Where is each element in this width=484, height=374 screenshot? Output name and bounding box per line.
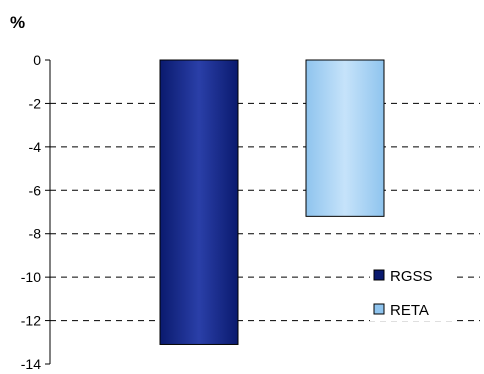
y-tick-label: -2 bbox=[29, 95, 42, 111]
legend-label-rgss: RGSS bbox=[390, 268, 433, 285]
y-tick-label: -14 bbox=[21, 356, 41, 369]
gridlines bbox=[50, 102, 480, 322]
y-axis-unit-label: % bbox=[10, 13, 25, 32]
legend-swatch-reta bbox=[373, 303, 385, 315]
y-tick-label: 0 bbox=[33, 52, 41, 68]
bar-reta bbox=[305, 59, 385, 217]
y-tick-label: -10 bbox=[21, 269, 41, 285]
bar-rgss bbox=[159, 59, 239, 345]
y-tick-label: -8 bbox=[29, 226, 42, 242]
legend-label-reta: RETA bbox=[390, 302, 429, 319]
y-tick-label: -12 bbox=[21, 313, 41, 329]
y-tick-label: -4 bbox=[29, 139, 42, 155]
y-tick-label: -6 bbox=[29, 182, 42, 198]
bars bbox=[159, 59, 385, 345]
legend: RGSS RETA bbox=[370, 263, 456, 321]
legend-swatch-rgss bbox=[373, 269, 385, 281]
y-tick-labels: 0 -2 -4 -6 -8 -10 -12 -14 bbox=[21, 52, 50, 372]
